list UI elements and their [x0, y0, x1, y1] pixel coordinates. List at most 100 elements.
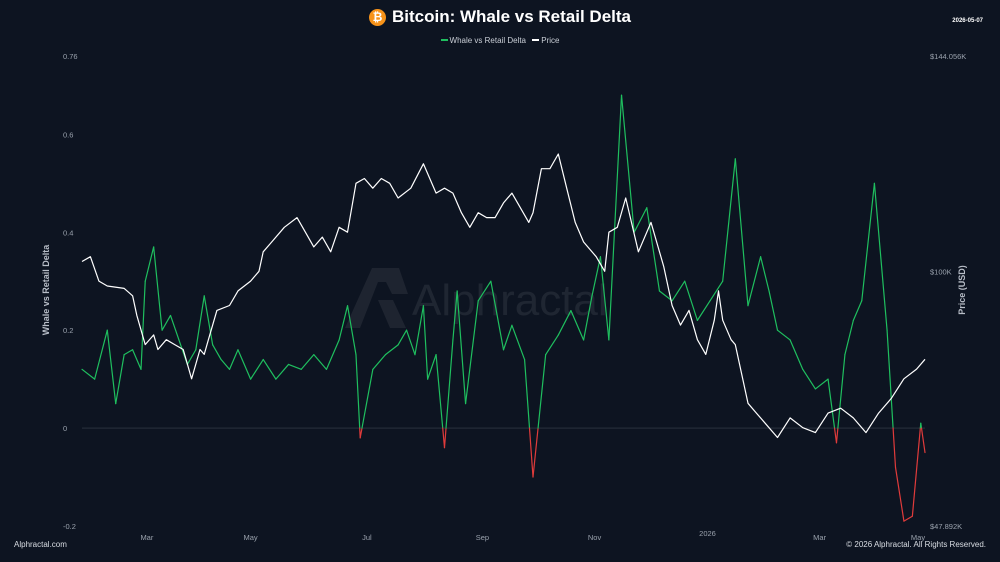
x-tick-label: Nov: [588, 533, 602, 542]
delta-segment: [405, 329, 416, 356]
delta-segment: [545, 334, 559, 356]
delta-segment: [709, 280, 724, 302]
legend-label-price: Price: [541, 36, 560, 45]
delta-segment: [827, 378, 836, 429]
delta-segment: [920, 422, 923, 429]
delta-segment: [892, 427, 897, 468]
delta-segment: [591, 256, 602, 297]
delta-segment: [228, 349, 239, 370]
left-tick-label: 0.2: [63, 326, 73, 335]
delta-segment: [140, 280, 146, 370]
x-axis: Mar May Jul Sep Nov 2026 Mar May: [140, 529, 925, 542]
x-tick-label: Mar: [813, 533, 826, 542]
footer-brand[interactable]: Alphractal.com: [14, 540, 67, 549]
left-tick-label: -0.2: [63, 522, 76, 531]
delta-segment: [81, 368, 96, 380]
x-tick-label: Jul: [362, 533, 372, 542]
delta-segment: [557, 309, 572, 336]
delta-segment: [608, 94, 623, 341]
delta-segment: [852, 300, 863, 321]
delta-segment: [397, 329, 408, 346]
legend-label-delta: Whale vs Retail Delta: [449, 36, 526, 45]
delta-segment: [911, 427, 921, 517]
delta-segment: [873, 182, 888, 331]
delta-segment: [722, 158, 736, 282]
delta-segment: [361, 368, 374, 429]
delta-segment: [844, 319, 854, 356]
delta-segment: [313, 354, 328, 370]
delta-segment: [768, 290, 779, 331]
delta-segment: [903, 515, 913, 522]
delta-segment: [776, 329, 791, 341]
series-price-line: [81, 153, 926, 439]
delta-segment: [671, 280, 686, 302]
delta-segment: [633, 207, 648, 233]
delta-segment: [835, 427, 839, 444]
delta-segment: [696, 300, 711, 321]
delta-segment: [427, 354, 437, 380]
chart-title: ₿ Bitcoin: Whale vs Retail Delta: [0, 7, 1000, 27]
delta-segment: [528, 427, 534, 478]
delta-segment: [802, 368, 817, 390]
right-tick-label: $144.056K: [930, 52, 966, 61]
left-tick-label: 0.4: [63, 228, 73, 237]
delta-segment: [445, 339, 454, 429]
delta-segment: [789, 339, 804, 370]
right-axis: $144.056K $100K $47.892K: [930, 52, 966, 531]
x-tick-label: 2026: [699, 529, 716, 538]
delta-segment: [153, 246, 163, 331]
delta-segment: [477, 280, 492, 302]
delta-segment: [861, 182, 876, 302]
delta-segment: [658, 290, 673, 302]
delta-segment: [456, 290, 467, 405]
delta-segment: [115, 354, 125, 405]
delta-segment: [620, 94, 635, 233]
delta-segment: [131, 349, 142, 370]
delta-segment: [511, 324, 526, 361]
delta-segment: [734, 158, 749, 307]
delta-segment: [599, 256, 610, 341]
delta-segment: [346, 305, 357, 356]
delta-segment: [422, 305, 429, 380]
watermark-text: Alphractal: [412, 276, 608, 325]
legend-item-delta[interactable]: Whale vs Retail Delta: [440, 36, 526, 45]
legend-swatch-price: [532, 39, 540, 41]
delta-segment: [123, 349, 134, 356]
delta-segment: [435, 354, 444, 429]
legend-item-price[interactable]: Price: [532, 36, 559, 45]
delta-segment: [894, 466, 905, 522]
delta-segment: [94, 329, 108, 380]
left-tick-label: 0.6: [63, 130, 73, 139]
x-tick-label: Sep: [476, 533, 489, 542]
footer-copyright: © 2026 Alphractal. All Rights Reserved.: [846, 540, 986, 549]
delta-segment: [570, 309, 585, 341]
delta-segment: [250, 358, 264, 380]
delta-segment: [262, 358, 277, 380]
delta-segment: [161, 314, 172, 331]
bitcoin-icon: ₿: [369, 9, 386, 26]
delta-segment: [220, 358, 231, 370]
delta-segment: [300, 354, 315, 370]
delta-segment: [582, 295, 593, 341]
x-tick-label: May: [911, 533, 925, 542]
delta-segment: [490, 280, 505, 351]
delta-segment: [537, 354, 547, 429]
delta-segment: [203, 295, 214, 346]
delta-segment: [684, 280, 698, 321]
delta-segment: [169, 314, 180, 341]
delta-segment: [144, 246, 155, 282]
delta-segment: [195, 295, 205, 351]
alphractal-logo-icon: [345, 268, 408, 328]
delta-segment: [886, 329, 894, 429]
delta-segment: [287, 363, 302, 370]
delta-segment: [106, 329, 117, 405]
delta-segment: [359, 427, 363, 439]
delta-segment: [646, 207, 661, 292]
delta-segment: [452, 290, 458, 341]
delta-segment: [532, 427, 539, 478]
delta-segment: [414, 305, 425, 356]
legend: Whale vs Retail Delta Price: [0, 36, 1000, 45]
left-tick-label: 0.76: [63, 52, 78, 61]
right-tick-label: $100K: [930, 267, 952, 276]
